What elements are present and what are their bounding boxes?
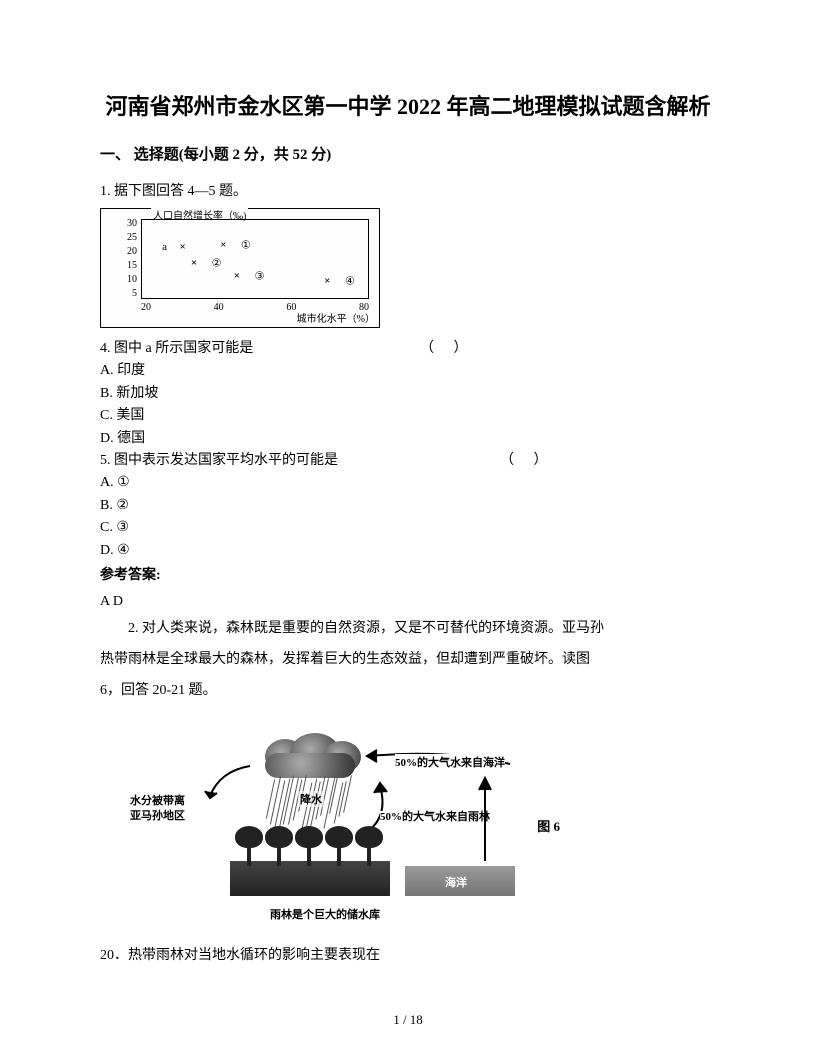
tree-icon [265, 826, 293, 866]
q4-option-c: C. 美国 [100, 405, 716, 427]
passage-line2: 热带雨林是全球最大的森林，发挥着巨大的生态效益，但却遭到严重破坏。读图 [100, 645, 716, 676]
q4-option-b: B. 新加坡 [100, 383, 716, 405]
cloud-icon [255, 731, 365, 776]
scatter-point-label: a [162, 241, 167, 253]
rain-label: 降水 [298, 791, 324, 807]
figure-label: 图 6 [537, 816, 560, 835]
scatter-point: × [220, 239, 226, 251]
q5-option-c: C. ③ [100, 517, 716, 539]
answer-text: A D [100, 594, 716, 610]
y-tick: 15 [105, 261, 137, 271]
scatter-point-label: ① [241, 238, 251, 251]
y-tick: 5 [105, 289, 137, 299]
ground-icon [230, 861, 390, 896]
q5-stem: 5. 图中表示发达国家平均水平的可能是 [100, 450, 500, 472]
q5-option-b: B. ② [100, 495, 716, 517]
scatter-point-label: ② [212, 256, 222, 269]
y-tick: 25 [105, 233, 137, 243]
scatter-point: × [324, 275, 330, 287]
q1-intro: 1. 据下图回答 4—5 题。 [100, 180, 716, 200]
x-tick: 60 [286, 302, 296, 313]
scatter-chart: 人口自然增长率（‰) 30 25 20 15 10 5 ×a×①×②×③×④ 2… [100, 208, 380, 328]
passage-line3: 6，回答 20-21 题。 [100, 676, 716, 707]
q4-option-a: A. 印度 [100, 360, 716, 382]
q5-stem-row: 5. 图中表示发达国家平均水平的可能是 （ ） [100, 450, 716, 472]
scatter-point: × [234, 270, 240, 282]
page-number: 1 / 18 [0, 1012, 816, 1028]
q20-stem: 20．热带雨林对当地水循环的影响主要表现在 [100, 944, 716, 964]
y-tick: 20 [105, 247, 137, 257]
y-tick: 10 [105, 275, 137, 285]
arrow-top-label: 50%的大气水来自海洋 [395, 754, 505, 770]
chart-x-axis-label: 城市化水平（%） [297, 310, 375, 325]
q5-paren: （ ） [500, 450, 556, 472]
chart-y-ticks: 30 25 20 15 10 5 [105, 219, 137, 299]
y-tick: 30 [105, 219, 137, 229]
chart-plot-area: × a × ① × ② × ③ × ④ [141, 219, 369, 299]
q4-stem: 4. 图中 a 所示国家可能是 [100, 338, 420, 360]
q5-option-a: A. ① [100, 472, 716, 494]
tree-icon [355, 826, 383, 866]
ocean-label: 海洋 [445, 874, 467, 890]
q4-stem-row: 4. 图中 a 所示国家可能是 （ ） [100, 338, 716, 360]
q5-option-d: D. ④ [100, 540, 716, 562]
arrow-ocean-up-icon [470, 776, 500, 866]
section-header: 一、 选择题(每小题 2 分，共 52 分) [100, 143, 716, 164]
exam-title: 河南省郑州市金水区第一中学 2022 年高二地理模拟试题含解析 [100, 90, 716, 123]
water-cycle-diagram: 图 6 降水 水分被带离 亚马孙地区 50%的大气水来自海洋 50%的大气水来自… [180, 726, 530, 926]
scatter-point-label: ③ [255, 270, 265, 283]
scatter-point: × [191, 257, 197, 269]
tree-icon [235, 826, 263, 866]
scatter-point-label: ④ [345, 274, 355, 287]
answer-label: 参考答案: [100, 564, 716, 584]
arrow-left-icon [200, 756, 260, 806]
passage-line1: 2. 对人类来说，森林既是重要的自然资源，又是不可替代的环境资源。亚马孙 [100, 614, 716, 645]
x-tick: 40 [214, 302, 224, 313]
left-label: 水分被带离 亚马孙地区 [130, 794, 185, 823]
x-tick: 20 [141, 302, 151, 313]
tree-icon [325, 826, 353, 866]
figure-caption: 雨林是个巨大的储水库 [270, 906, 380, 922]
scatter-point: × [180, 241, 186, 253]
q4-option-d: D. 德国 [100, 428, 716, 450]
q4-paren: （ ） [420, 338, 476, 360]
tree-icon [295, 826, 323, 866]
